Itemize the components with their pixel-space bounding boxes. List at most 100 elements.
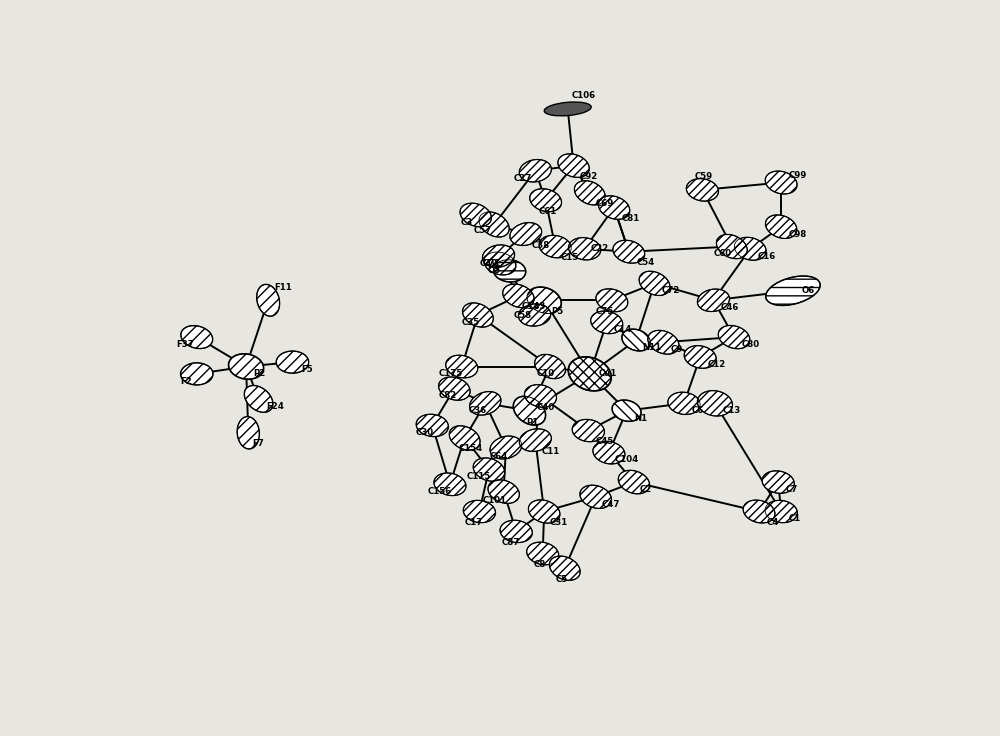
Ellipse shape bbox=[527, 542, 559, 565]
Text: F11: F11 bbox=[274, 283, 292, 291]
Ellipse shape bbox=[500, 520, 532, 542]
Ellipse shape bbox=[618, 470, 650, 494]
Text: C106: C106 bbox=[571, 91, 596, 100]
Ellipse shape bbox=[612, 400, 641, 421]
Ellipse shape bbox=[463, 500, 495, 523]
Text: C87: C87 bbox=[501, 538, 520, 547]
Ellipse shape bbox=[519, 429, 551, 451]
Ellipse shape bbox=[181, 363, 213, 385]
Ellipse shape bbox=[484, 252, 516, 275]
Ellipse shape bbox=[743, 500, 775, 523]
Text: C38: C38 bbox=[532, 241, 550, 250]
Text: C59: C59 bbox=[695, 172, 713, 181]
Ellipse shape bbox=[569, 238, 601, 260]
Ellipse shape bbox=[490, 436, 522, 459]
Ellipse shape bbox=[734, 237, 766, 261]
Ellipse shape bbox=[539, 236, 571, 258]
Text: F5: F5 bbox=[301, 365, 313, 374]
Text: C7: C7 bbox=[786, 485, 798, 494]
Ellipse shape bbox=[527, 287, 561, 314]
Ellipse shape bbox=[446, 355, 478, 378]
Ellipse shape bbox=[244, 386, 273, 412]
Text: C92: C92 bbox=[579, 172, 598, 181]
Text: O6: O6 bbox=[802, 286, 815, 295]
Text: C5: C5 bbox=[556, 575, 568, 584]
Ellipse shape bbox=[488, 480, 519, 503]
Ellipse shape bbox=[524, 385, 556, 407]
Text: C6: C6 bbox=[691, 406, 704, 415]
Ellipse shape bbox=[697, 391, 732, 416]
Ellipse shape bbox=[473, 458, 505, 481]
Ellipse shape bbox=[519, 160, 551, 182]
Text: C22: C22 bbox=[591, 244, 609, 253]
Ellipse shape bbox=[416, 414, 448, 436]
Ellipse shape bbox=[528, 500, 560, 523]
Text: O5: O5 bbox=[487, 266, 501, 275]
Text: C4: C4 bbox=[766, 518, 779, 527]
Ellipse shape bbox=[762, 471, 794, 493]
Text: P5: P5 bbox=[552, 307, 564, 316]
Ellipse shape bbox=[613, 240, 645, 263]
Text: C9: C9 bbox=[671, 345, 683, 354]
Ellipse shape bbox=[237, 417, 259, 449]
Text: C36: C36 bbox=[469, 406, 487, 415]
Text: C72: C72 bbox=[662, 286, 680, 295]
Ellipse shape bbox=[549, 556, 580, 580]
Text: C16: C16 bbox=[758, 252, 776, 261]
Text: C81: C81 bbox=[621, 214, 640, 223]
Text: C1: C1 bbox=[789, 514, 801, 523]
Text: C13: C13 bbox=[722, 406, 741, 415]
Ellipse shape bbox=[544, 102, 591, 116]
Ellipse shape bbox=[503, 284, 534, 308]
Ellipse shape bbox=[622, 329, 650, 351]
Ellipse shape bbox=[716, 235, 747, 258]
Text: C60: C60 bbox=[713, 250, 732, 258]
Text: C75: C75 bbox=[596, 307, 614, 316]
Ellipse shape bbox=[463, 303, 493, 327]
Text: P1: P1 bbox=[526, 418, 538, 427]
Ellipse shape bbox=[596, 289, 628, 312]
Text: C156: C156 bbox=[428, 487, 452, 496]
Text: C12: C12 bbox=[708, 360, 726, 369]
Ellipse shape bbox=[684, 346, 716, 368]
Ellipse shape bbox=[482, 245, 515, 267]
Text: C17: C17 bbox=[465, 518, 483, 527]
Text: C11: C11 bbox=[541, 447, 559, 456]
Text: N11: N11 bbox=[642, 343, 661, 352]
Text: F7: F7 bbox=[252, 439, 264, 448]
Ellipse shape bbox=[530, 188, 562, 212]
Text: C143: C143 bbox=[522, 302, 546, 311]
Text: Cu1: Cu1 bbox=[599, 369, 617, 378]
Ellipse shape bbox=[439, 377, 470, 400]
Text: C2: C2 bbox=[640, 485, 652, 494]
Ellipse shape bbox=[535, 355, 565, 378]
Text: C69: C69 bbox=[596, 199, 614, 208]
Ellipse shape bbox=[697, 289, 730, 311]
Text: C35: C35 bbox=[462, 318, 480, 327]
Text: C3: C3 bbox=[461, 218, 473, 227]
Text: C61: C61 bbox=[538, 207, 557, 216]
Ellipse shape bbox=[518, 304, 551, 326]
Text: C14: C14 bbox=[614, 325, 632, 334]
Ellipse shape bbox=[591, 311, 623, 333]
Text: C154: C154 bbox=[459, 445, 483, 453]
Ellipse shape bbox=[572, 420, 604, 442]
Ellipse shape bbox=[510, 222, 542, 246]
Ellipse shape bbox=[181, 325, 213, 349]
Text: F37: F37 bbox=[176, 340, 194, 349]
Ellipse shape bbox=[568, 357, 611, 391]
Ellipse shape bbox=[493, 260, 526, 282]
Text: F2: F2 bbox=[181, 377, 192, 386]
Ellipse shape bbox=[513, 396, 546, 425]
Text: C82: C82 bbox=[438, 392, 456, 400]
Text: C46: C46 bbox=[721, 303, 739, 312]
Text: C57: C57 bbox=[474, 226, 492, 235]
Ellipse shape bbox=[276, 351, 309, 373]
Ellipse shape bbox=[479, 212, 509, 237]
Ellipse shape bbox=[460, 203, 491, 227]
Text: C45: C45 bbox=[596, 437, 614, 446]
Ellipse shape bbox=[648, 330, 679, 354]
Ellipse shape bbox=[470, 392, 501, 415]
Text: C40: C40 bbox=[537, 403, 555, 411]
Text: C15: C15 bbox=[561, 253, 579, 262]
